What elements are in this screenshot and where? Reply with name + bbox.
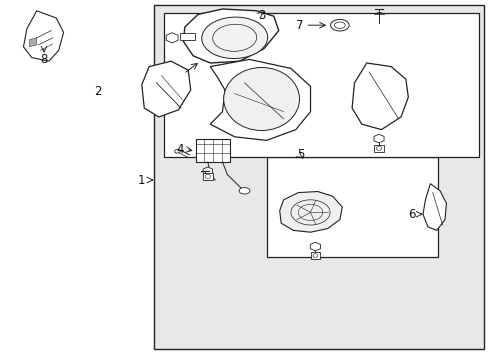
Ellipse shape bbox=[290, 200, 329, 225]
Ellipse shape bbox=[298, 204, 322, 220]
Bar bbox=[195, 139, 229, 162]
Text: 8: 8 bbox=[40, 53, 48, 66]
Bar bbox=[203, 173, 212, 180]
Bar bbox=[180, 33, 194, 40]
Polygon shape bbox=[29, 38, 37, 47]
Polygon shape bbox=[310, 242, 320, 251]
Polygon shape bbox=[210, 59, 310, 140]
Ellipse shape bbox=[174, 149, 180, 153]
Text: 7: 7 bbox=[295, 19, 303, 32]
Polygon shape bbox=[422, 184, 446, 230]
Polygon shape bbox=[279, 192, 342, 232]
Ellipse shape bbox=[376, 147, 381, 150]
Bar bbox=[266, 157, 437, 257]
Polygon shape bbox=[351, 63, 407, 130]
Bar bbox=[373, 145, 383, 152]
Bar bbox=[154, 5, 483, 349]
Text: 4: 4 bbox=[176, 143, 183, 156]
Polygon shape bbox=[203, 167, 212, 175]
Ellipse shape bbox=[212, 24, 256, 51]
Polygon shape bbox=[183, 9, 278, 63]
Text: 3: 3 bbox=[257, 9, 265, 22]
Ellipse shape bbox=[312, 254, 317, 257]
Polygon shape bbox=[373, 134, 383, 143]
Ellipse shape bbox=[224, 68, 299, 131]
Text: 2: 2 bbox=[94, 85, 102, 98]
Polygon shape bbox=[166, 33, 178, 43]
Ellipse shape bbox=[204, 175, 210, 179]
Polygon shape bbox=[23, 11, 63, 61]
Text: 5: 5 bbox=[296, 148, 304, 161]
Text: 6: 6 bbox=[407, 208, 415, 221]
Bar bbox=[310, 252, 319, 259]
Ellipse shape bbox=[239, 188, 249, 194]
Text: 1: 1 bbox=[138, 174, 145, 186]
Ellipse shape bbox=[202, 17, 267, 59]
Polygon shape bbox=[142, 61, 190, 117]
Ellipse shape bbox=[330, 19, 348, 31]
Bar bbox=[163, 13, 478, 157]
Ellipse shape bbox=[334, 22, 345, 28]
